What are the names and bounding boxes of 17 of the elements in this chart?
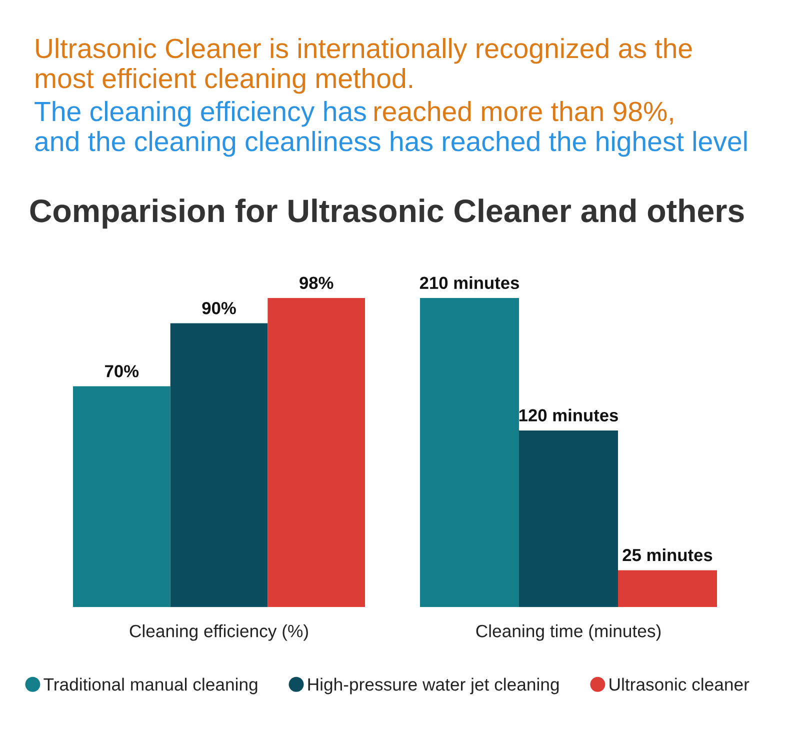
text: reached more than 98%, xyxy=(374,100,673,125)
data-label: 70% xyxy=(105,365,139,378)
text: and the cleaning cleanliness has reached the highest level xyxy=(35,130,747,157)
text: most efficient cleaning method. xyxy=(36,68,412,94)
text: Ultrasonic Cleaner is internationally recognized as the xyxy=(36,38,692,64)
text: The cleaning efficiency has xyxy=(34,100,366,127)
x-axis-title: Cleaning efficiency (%) xyxy=(130,624,308,641)
data-label: 90% xyxy=(202,302,236,314)
chart-title: Comparision for Ultrasonic Cleaner and others xyxy=(30,198,744,229)
data-label: 25 minutes xyxy=(622,548,712,562)
data-label: 98% xyxy=(300,276,334,290)
legend-label: Traditional manual cleaning xyxy=(44,678,258,694)
legend-label: Ultrasonic cleaner xyxy=(610,678,750,691)
data-label: 120 minutes xyxy=(519,408,618,422)
x-axis-title: Cleaning time (minutes) xyxy=(476,624,661,641)
legend-label: High-pressure water jet cleaning xyxy=(308,678,559,694)
data-label: 210 minutes xyxy=(420,276,519,290)
